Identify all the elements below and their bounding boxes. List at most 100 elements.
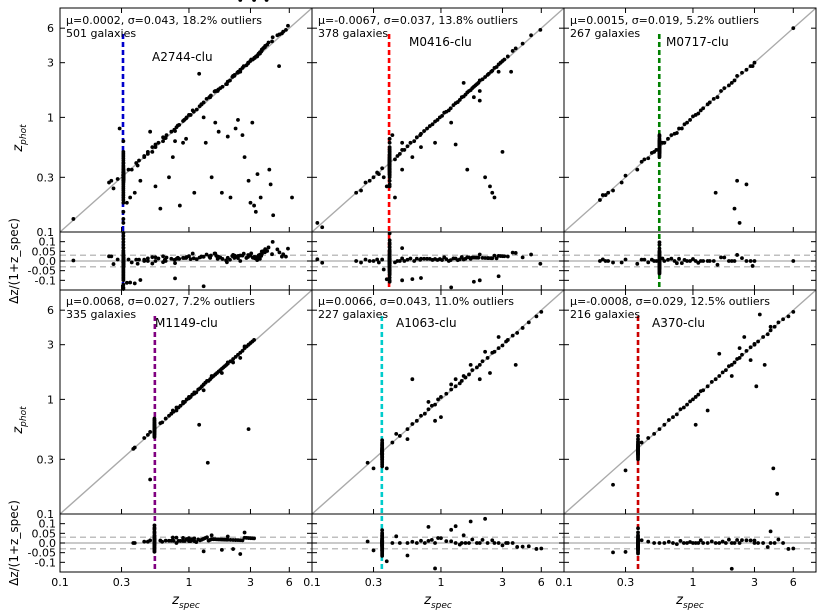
data-point (606, 190, 611, 195)
residual-point (209, 533, 214, 538)
data-point (387, 140, 392, 145)
data-point (723, 368, 728, 373)
data-point (231, 360, 236, 365)
data-point (390, 133, 395, 138)
data-point (242, 344, 247, 349)
residual-point (701, 259, 706, 263)
residual-point (163, 538, 168, 543)
residual-point (691, 541, 695, 545)
data-point (209, 374, 214, 378)
data-point (173, 129, 177, 133)
data-point (490, 190, 495, 195)
data-point (121, 164, 126, 169)
residual-point (137, 257, 141, 262)
data-point (510, 333, 515, 338)
residual-point (242, 530, 247, 535)
data-point (228, 78, 232, 83)
residual-point (453, 524, 458, 529)
residual-point (662, 541, 667, 545)
residual-point (412, 259, 417, 263)
residual-point (510, 250, 515, 255)
data-point (781, 317, 785, 322)
data-point (674, 412, 679, 417)
residual-point (238, 259, 243, 263)
panel-count: 501 galaxies (66, 27, 136, 40)
data-point (191, 109, 196, 114)
residual-point (740, 538, 744, 543)
data-point (480, 359, 485, 364)
residual-point (677, 256, 681, 261)
data-point (639, 440, 644, 445)
residual-y-tick-label: -0.05 (28, 265, 56, 278)
data-point (611, 188, 615, 193)
residual-point (642, 257, 647, 262)
data-point (748, 345, 753, 350)
data-point (726, 83, 731, 88)
residual-point (410, 539, 415, 544)
data-point (410, 422, 415, 426)
y-tick-label: 1 (47, 393, 54, 406)
data-point (170, 155, 175, 160)
residual-point (275, 247, 280, 252)
data-point (453, 384, 458, 389)
residual-point (384, 559, 389, 564)
data-point (365, 460, 370, 465)
panel-grid: 0.10.3136-0.1-0.050.00.050.10.10.3136-0.… (28, 0, 817, 589)
data-point (598, 198, 602, 202)
data-point (534, 314, 539, 319)
residual-point (148, 538, 153, 543)
residual-point (707, 259, 712, 263)
data-point (405, 437, 410, 442)
data-point (252, 203, 256, 208)
data-point (138, 178, 143, 183)
residual-point (611, 260, 615, 265)
data-point (248, 200, 253, 205)
residual-point (191, 256, 196, 261)
data-point (419, 413, 423, 418)
residual-point (365, 539, 370, 544)
data-point (496, 346, 501, 351)
data-point (768, 328, 773, 333)
residual-point (688, 259, 692, 263)
residual-point (71, 258, 76, 263)
data-point (121, 175, 126, 180)
data-point (494, 65, 499, 69)
data-point (219, 190, 224, 195)
data-point (449, 382, 454, 387)
data-point (266, 40, 271, 45)
data-point (483, 349, 488, 354)
residual-point (477, 541, 482, 545)
residual-point (126, 257, 131, 262)
data-point (137, 158, 141, 163)
data-point (520, 41, 525, 46)
data-point (387, 149, 392, 154)
residual-point (619, 260, 624, 265)
data-point (461, 80, 466, 85)
data-point (381, 175, 386, 180)
residual-point (359, 260, 363, 265)
residual-point (380, 257, 385, 262)
panel-stats: μ=-0.0008, σ=0.029, 12.5% outliers (570, 295, 770, 308)
residual-point (161, 254, 165, 259)
panel-stats: μ=0.0066, σ=0.043, 11.0% outliers (318, 295, 514, 308)
panel-count: 378 galaxies (318, 27, 388, 40)
data-point (492, 195, 497, 200)
data-point (153, 145, 158, 150)
residual-point (380, 541, 385, 545)
residual-point (397, 259, 402, 263)
panel-A1063-clu: 0.1 0.3 1 3 6 (303, 289, 565, 589)
residual-point (737, 541, 742, 545)
x-tick-label: 3 (247, 576, 254, 589)
residual-point (160, 539, 165, 544)
residual-point (225, 537, 230, 542)
x-tick-label: 0.1 (555, 576, 573, 589)
residual-point (513, 251, 518, 255)
y-tick-label: 0.3 (37, 171, 55, 184)
residual-point (752, 259, 757, 263)
residual-point (678, 538, 683, 543)
data-point (636, 437, 640, 442)
data-point (163, 136, 168, 140)
data-point (496, 69, 501, 74)
residual-point (270, 252, 274, 257)
